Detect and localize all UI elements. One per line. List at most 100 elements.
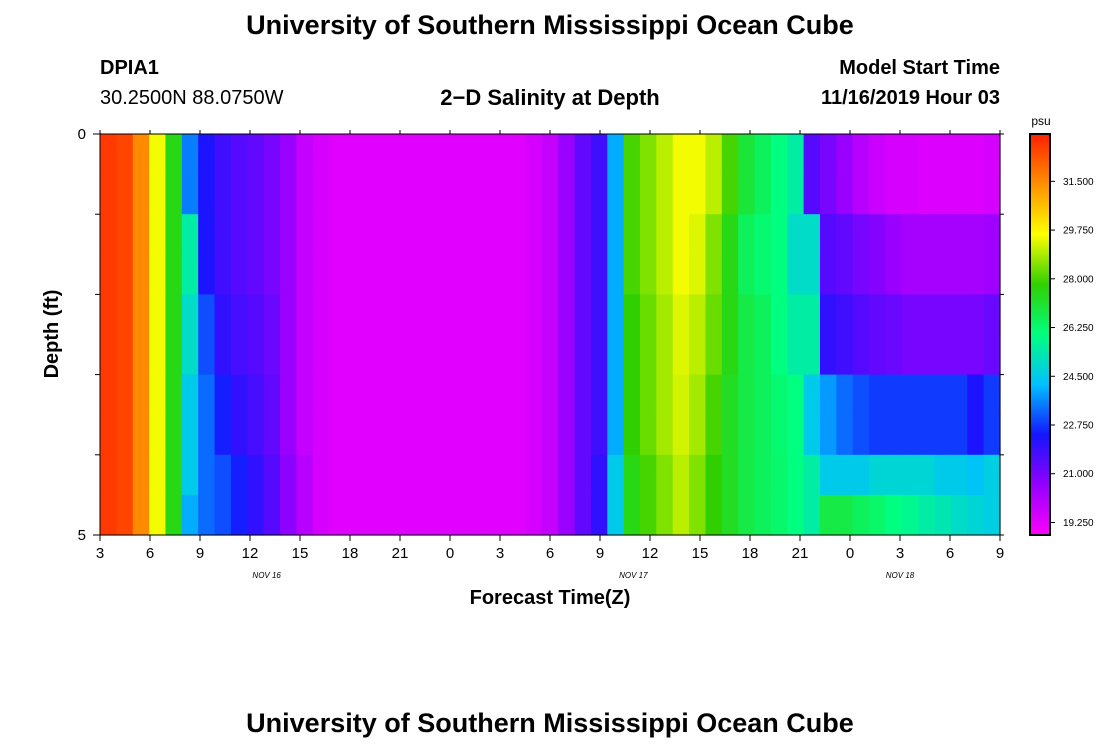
heatmap-cell bbox=[640, 334, 657, 376]
heatmap-cell bbox=[378, 494, 396, 536]
heatmap-cell bbox=[656, 254, 674, 295]
heatmap-cell bbox=[100, 494, 117, 536]
heatmap-cell bbox=[394, 174, 412, 215]
heatmap-cell bbox=[640, 134, 657, 175]
x-tick-label: 6 bbox=[946, 545, 954, 562]
heatmap-cell bbox=[100, 334, 117, 376]
heatmap-cell bbox=[165, 454, 183, 496]
heatmap-cell bbox=[492, 494, 510, 536]
heatmap-cell bbox=[803, 134, 821, 175]
heatmap-cell bbox=[280, 414, 297, 456]
heatmap-cell bbox=[181, 414, 199, 456]
heatmap-cell bbox=[852, 494, 870, 536]
heatmap-cell bbox=[934, 374, 952, 416]
heatmap-cell bbox=[230, 214, 248, 255]
x-tick-label: 18 bbox=[342, 545, 359, 562]
heatmap-cell bbox=[427, 254, 445, 295]
heatmap-cell bbox=[705, 214, 723, 255]
colorbar-tick-label: 22.750 bbox=[1063, 421, 1094, 432]
heatmap-cell bbox=[934, 134, 952, 175]
heatmap-cell bbox=[247, 214, 265, 255]
heatmap-cell bbox=[770, 254, 788, 295]
heatmap-cell bbox=[983, 334, 1001, 376]
heatmap-cell bbox=[541, 454, 559, 496]
heatmap-cell bbox=[623, 374, 641, 416]
heatmap-cell bbox=[574, 174, 592, 215]
heatmap-cell bbox=[738, 174, 756, 215]
heatmap-cell bbox=[689, 214, 707, 255]
heatmap-cell bbox=[263, 134, 281, 175]
heatmap-cell bbox=[132, 414, 150, 456]
heatmap-cell bbox=[738, 494, 756, 536]
heatmap-cell bbox=[460, 454, 477, 496]
heatmap-cell bbox=[787, 494, 805, 536]
heatmap-cell bbox=[770, 414, 788, 456]
heatmap-cell bbox=[541, 174, 559, 215]
heatmap-cell bbox=[787, 334, 805, 376]
heatmap-cell bbox=[230, 454, 248, 496]
heatmap-cell bbox=[672, 254, 690, 295]
heatmap-cell bbox=[836, 254, 854, 295]
heatmap-cell bbox=[116, 214, 134, 255]
heatmap-cell bbox=[754, 254, 772, 295]
heatmap-cell bbox=[345, 494, 363, 536]
heatmap-cell bbox=[754, 174, 772, 215]
y-tick-label: 5 bbox=[78, 527, 86, 544]
heatmap-cell bbox=[885, 134, 903, 175]
heatmap-cell bbox=[230, 174, 248, 215]
heatmap-cell bbox=[558, 214, 576, 255]
heatmap-cell bbox=[410, 254, 428, 295]
heatmap-cell bbox=[820, 334, 837, 376]
x-tick-label: 15 bbox=[292, 545, 309, 562]
heatmap-cell bbox=[345, 134, 363, 175]
heatmap-cell bbox=[296, 334, 314, 376]
heatmap-cell bbox=[950, 334, 968, 376]
heatmap-cell bbox=[247, 174, 265, 215]
heatmap-cell bbox=[443, 414, 461, 456]
heatmap-cell bbox=[852, 214, 870, 255]
heatmap-cell bbox=[689, 294, 707, 336]
heatmap-cell bbox=[476, 414, 494, 456]
heatmap-cell bbox=[214, 174, 232, 215]
heatmap-cell bbox=[476, 334, 494, 376]
heatmap-cell bbox=[345, 414, 363, 456]
heatmap-cell bbox=[443, 214, 461, 255]
heatmap-cell bbox=[132, 254, 150, 295]
heatmap-cell bbox=[149, 494, 167, 536]
heatmap-cell bbox=[525, 374, 543, 416]
heatmap-cell bbox=[574, 214, 592, 255]
heatmap-cell bbox=[869, 174, 887, 215]
heatmap-cell bbox=[558, 334, 576, 376]
heatmap-cell bbox=[214, 294, 232, 336]
heatmap-cell bbox=[165, 294, 183, 336]
heatmap-cell bbox=[230, 494, 248, 536]
heatmap-cell bbox=[116, 294, 134, 336]
heatmap-cell bbox=[950, 174, 968, 215]
heatmap-cell bbox=[820, 174, 837, 215]
heatmap-cell bbox=[721, 414, 739, 456]
heatmap-cell bbox=[329, 454, 347, 496]
heatmap-cell bbox=[967, 214, 985, 255]
heatmap-cell bbox=[787, 214, 805, 255]
heatmap-cell bbox=[198, 454, 216, 496]
heatmap-cell bbox=[918, 174, 936, 215]
heatmap-cell bbox=[885, 494, 903, 536]
heatmap-cell bbox=[476, 494, 494, 536]
colorbar-tick-label: 29.750 bbox=[1063, 226, 1094, 237]
heatmap-cell bbox=[509, 214, 527, 255]
heatmap-cell bbox=[983, 294, 1001, 336]
x-axis-label: Forecast Time(Z) bbox=[470, 587, 631, 609]
heatmap-cell bbox=[100, 294, 117, 336]
heatmap-cell bbox=[427, 134, 445, 175]
heatmap-cell bbox=[394, 214, 412, 255]
heatmap-cell bbox=[885, 334, 903, 376]
x-tick-label: 6 bbox=[546, 545, 554, 562]
heatmap-cell bbox=[312, 374, 330, 416]
heatmap-cell bbox=[574, 134, 592, 175]
heatmap-cell bbox=[460, 374, 477, 416]
heatmap-cell bbox=[803, 174, 821, 215]
x-tick-label: 9 bbox=[996, 545, 1004, 562]
heatmap-cell bbox=[541, 134, 559, 175]
heatmap-cell bbox=[509, 414, 527, 456]
heatmap-cell bbox=[460, 214, 477, 255]
